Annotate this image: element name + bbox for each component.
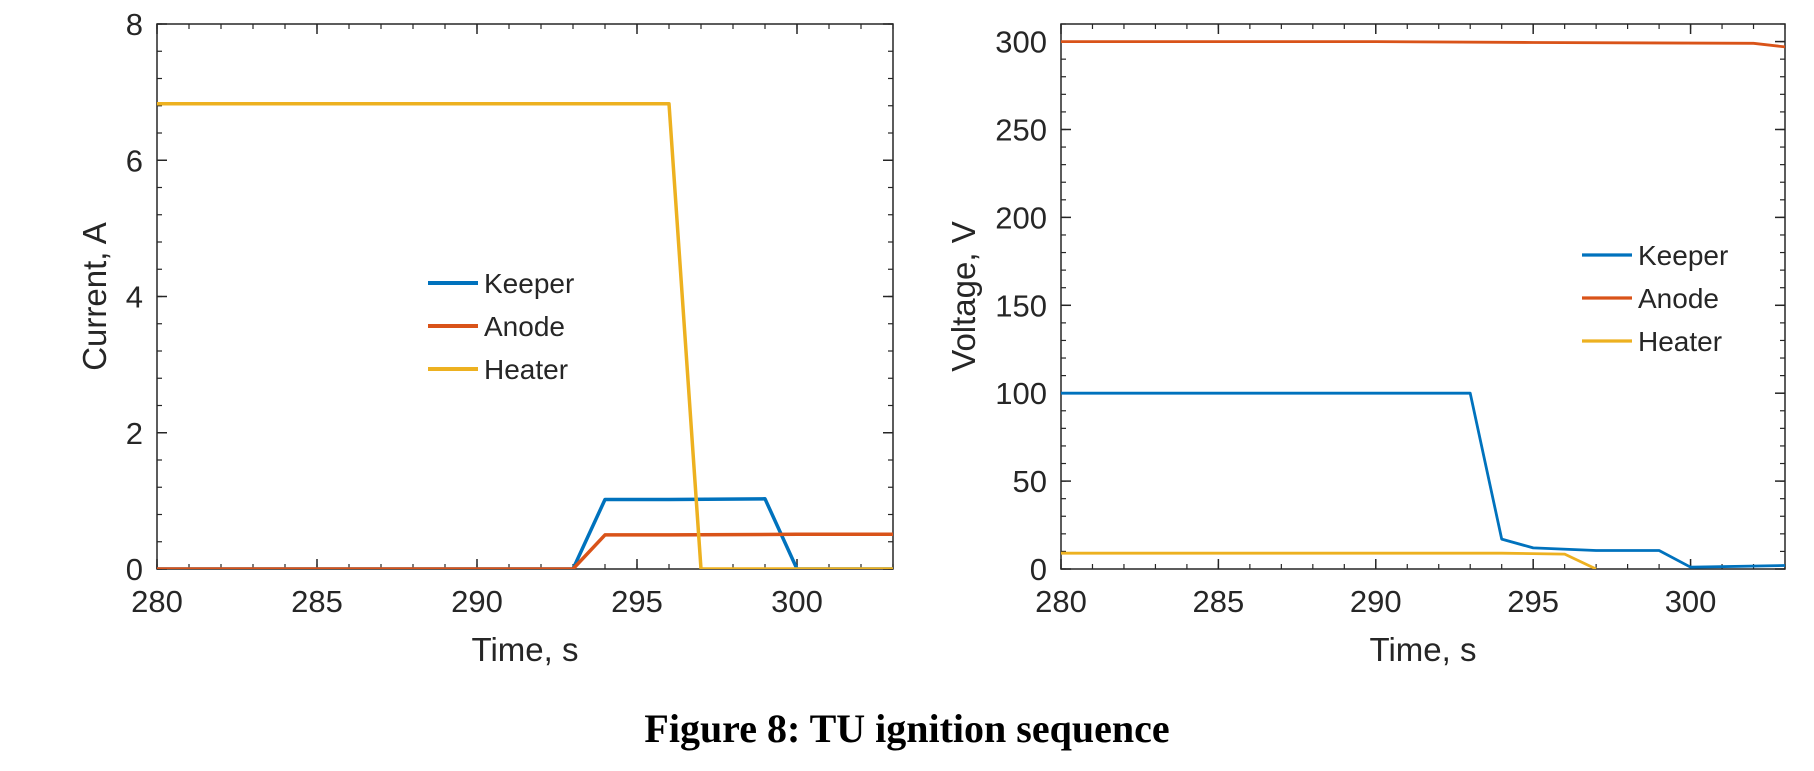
chart-1: 280 285 290 295 300 0 2 4 6 8 Time, s Current, A Kee… bbox=[76, 7, 894, 668]
y-tick-label: 2 bbox=[126, 416, 143, 451]
series-line-heater bbox=[157, 101, 893, 569]
legend-label-keeper: Keeper bbox=[1638, 240, 1728, 271]
legend-label-heater: Heater bbox=[484, 354, 568, 385]
x-tick-label: 295 bbox=[1507, 584, 1559, 619]
chart-2: 280 285 290 295 300 0 50 100 150 200 250 300 Time, s… bbox=[945, 23, 1786, 668]
series-line-heater bbox=[1061, 551, 1597, 569]
x-tick-label: 290 bbox=[1350, 584, 1402, 619]
y-tick-label: 6 bbox=[126, 143, 143, 178]
x-tick-label: 300 bbox=[771, 584, 823, 619]
figure: 280 285 290 295 300 0 2 4 6 8 Time, s Current, A Kee… bbox=[76, 7, 1786, 668]
y-tick-label: 8 bbox=[126, 7, 143, 42]
legend: Keeper Anode Heater bbox=[428, 268, 574, 385]
figure-caption: Figure 8: TU ignition sequence bbox=[644, 706, 1170, 751]
series-line-keeper bbox=[1061, 391, 1785, 569]
y-tick-label: 0 bbox=[126, 552, 143, 587]
legend-label-keeper: Keeper bbox=[484, 268, 574, 299]
y-axis-label: Current, A bbox=[76, 222, 113, 371]
legend-label-anode: Anode bbox=[484, 311, 565, 342]
x-tick-label: 285 bbox=[1193, 584, 1245, 619]
y-tick-label: 150 bbox=[995, 288, 1047, 323]
y-tick-label: 50 bbox=[1013, 464, 1047, 499]
plot-area bbox=[1060, 23, 1786, 570]
y-tick-label: 250 bbox=[995, 112, 1047, 147]
x-tick-label: 280 bbox=[1035, 584, 1087, 619]
y-tick-label: 300 bbox=[995, 25, 1047, 60]
x-axis-label: Time, s bbox=[1370, 631, 1477, 668]
series-line-keeper bbox=[157, 497, 893, 569]
y-tick-label: 100 bbox=[995, 376, 1047, 411]
x-tick-label: 280 bbox=[131, 584, 183, 619]
series-line-anode bbox=[157, 532, 893, 569]
y-tick-label: 4 bbox=[126, 280, 143, 315]
x-tick-label: 290 bbox=[451, 584, 503, 619]
x-tick-label: 300 bbox=[1665, 584, 1717, 619]
series-line-anode bbox=[1061, 40, 1785, 49]
legend-label-heater: Heater bbox=[1638, 326, 1722, 357]
x-axis-label: Time, s bbox=[472, 631, 579, 668]
y-tick-label: 0 bbox=[1030, 552, 1047, 587]
y-axis-label: Voltage, V bbox=[945, 221, 982, 371]
y-tick-label: 200 bbox=[995, 200, 1047, 235]
plot-area bbox=[156, 23, 894, 570]
x-tick-label: 285 bbox=[291, 584, 343, 619]
x-tick-label: 295 bbox=[611, 584, 663, 619]
legend: Keeper Anode Heater bbox=[1582, 240, 1728, 357]
legend-label-anode: Anode bbox=[1638, 283, 1719, 314]
